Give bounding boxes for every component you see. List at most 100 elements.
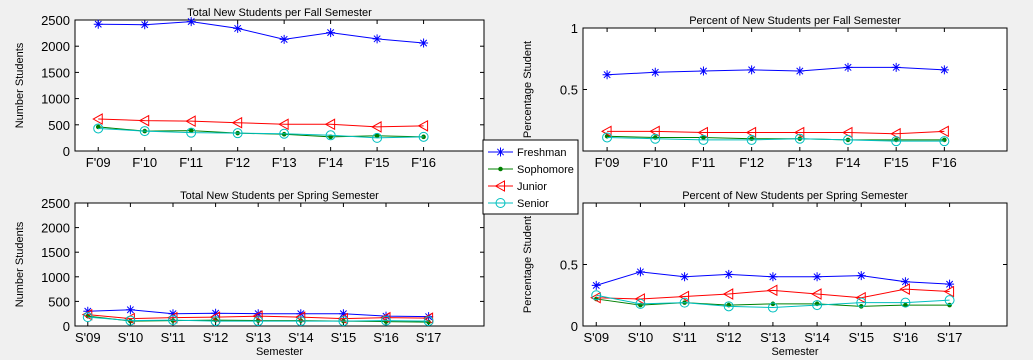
y-tick-label: 1000: [41, 270, 70, 285]
marker-dot: [903, 302, 908, 308]
series-line: [596, 294, 950, 309]
x-tick-label: F'12: [739, 155, 764, 170]
data-point: [371, 121, 382, 133]
plot-area: [582, 202, 1008, 327]
y-tick-label: 500: [48, 118, 70, 133]
marker-triangle: [92, 113, 103, 125]
legend: Freshman Sophomore Junior Senior: [482, 139, 579, 215]
marker-circle: [602, 132, 613, 143]
marker-star: [168, 309, 178, 319]
x-tick-label: S'16: [893, 330, 919, 345]
data-point: [279, 34, 289, 44]
series-line: [607, 135, 945, 141]
data-point: [939, 65, 949, 75]
data-point: [812, 272, 822, 282]
y-tick-label: 2500: [41, 196, 70, 211]
marker-star: [496, 147, 505, 157]
y-tick-label: 0: [63, 144, 70, 159]
marker-star: [93, 19, 103, 29]
marker-triangle: [209, 311, 221, 323]
data-point: [747, 65, 757, 75]
x-tick-label: S'14: [804, 330, 830, 345]
data-point: [635, 298, 646, 309]
data-point: [945, 279, 955, 289]
series-line: [98, 21, 424, 44]
legend-entry-sophomore: Sophomore: [488, 164, 574, 176]
data-point: [591, 290, 602, 301]
marker-triangle: [943, 285, 955, 298]
plot-area: [74, 19, 485, 152]
chart-spring-percent: Percent of New Students per Spring Semes…: [522, 190, 1008, 358]
marker-triangle: [938, 125, 949, 138]
data-point: [326, 28, 336, 38]
data-point: [210, 316, 221, 327]
y-tick-label: 0.5: [560, 258, 578, 273]
marker-triangle: [231, 116, 243, 129]
marker-star: [724, 269, 734, 279]
x-tick-label: S'12: [716, 330, 742, 345]
data-point: [417, 119, 429, 132]
series-line: [596, 288, 950, 300]
data-point: [125, 315, 136, 326]
data-point: [793, 126, 805, 139]
marker-circle: [139, 126, 150, 137]
data-point: [856, 271, 866, 281]
x-tick-label: S'17: [416, 330, 442, 345]
data-point: [418, 131, 429, 142]
marker-star: [279, 34, 289, 44]
x-tick-label: F'12: [225, 155, 250, 170]
x-tick-label: S'13: [760, 330, 786, 345]
series-line: [607, 66, 945, 76]
marker-star: [211, 308, 221, 318]
data-point: [372, 34, 382, 44]
series-senior: [93, 123, 429, 143]
x-tick-label: F'13: [272, 155, 297, 170]
data-point: [794, 133, 805, 144]
data-point: [188, 128, 194, 133]
x-tick-label: S'15: [848, 330, 874, 345]
data-point: [903, 302, 908, 308]
x-tick-label: S'11: [672, 330, 697, 345]
data-point: [372, 132, 383, 143]
data-point: [324, 118, 336, 131]
marker-dot: [188, 128, 194, 133]
marker-triangle: [855, 291, 866, 304]
chart-title: Total New Students per Fall Semester: [187, 7, 372, 19]
y-tick-label: 1: [571, 21, 578, 36]
x-tick-label: S'11: [161, 330, 186, 345]
series-senior: [591, 290, 955, 313]
marker-circle: [856, 297, 867, 308]
marker-circle: [279, 128, 290, 139]
data-point: [186, 127, 197, 138]
x-tick-label: F'13: [787, 155, 812, 170]
marker-circle: [591, 290, 602, 301]
data-point: [423, 316, 434, 327]
x-tick-label: F'16: [411, 155, 436, 170]
marker-circle: [186, 127, 197, 138]
marker-dot: [498, 166, 503, 172]
series-line: [607, 136, 945, 142]
marker-triangle: [278, 118, 289, 131]
data-point: [843, 62, 853, 72]
marker-triangle: [417, 119, 429, 132]
marker-star: [698, 66, 708, 76]
x-tick-label: F'09: [86, 155, 111, 170]
marker-triangle: [252, 310, 263, 323]
x-tick-label: F'10: [132, 155, 157, 170]
legend-entry-freshman: Freshman: [488, 147, 567, 159]
data-point: [325, 130, 336, 141]
marker-triangle: [722, 288, 734, 300]
marker-triangle: [601, 125, 612, 138]
series-junior: [92, 113, 429, 133]
y-tick-label: 0: [571, 319, 578, 334]
legend-label: Junior: [517, 181, 547, 193]
series-senior: [82, 312, 434, 327]
marker-triangle: [634, 293, 645, 305]
series-line: [607, 130, 945, 135]
data-point: [279, 128, 290, 139]
data-point: [185, 115, 196, 127]
marker-circle: [767, 302, 778, 313]
marker-triangle: [899, 283, 910, 295]
x-tick-label: S'09: [583, 330, 609, 345]
